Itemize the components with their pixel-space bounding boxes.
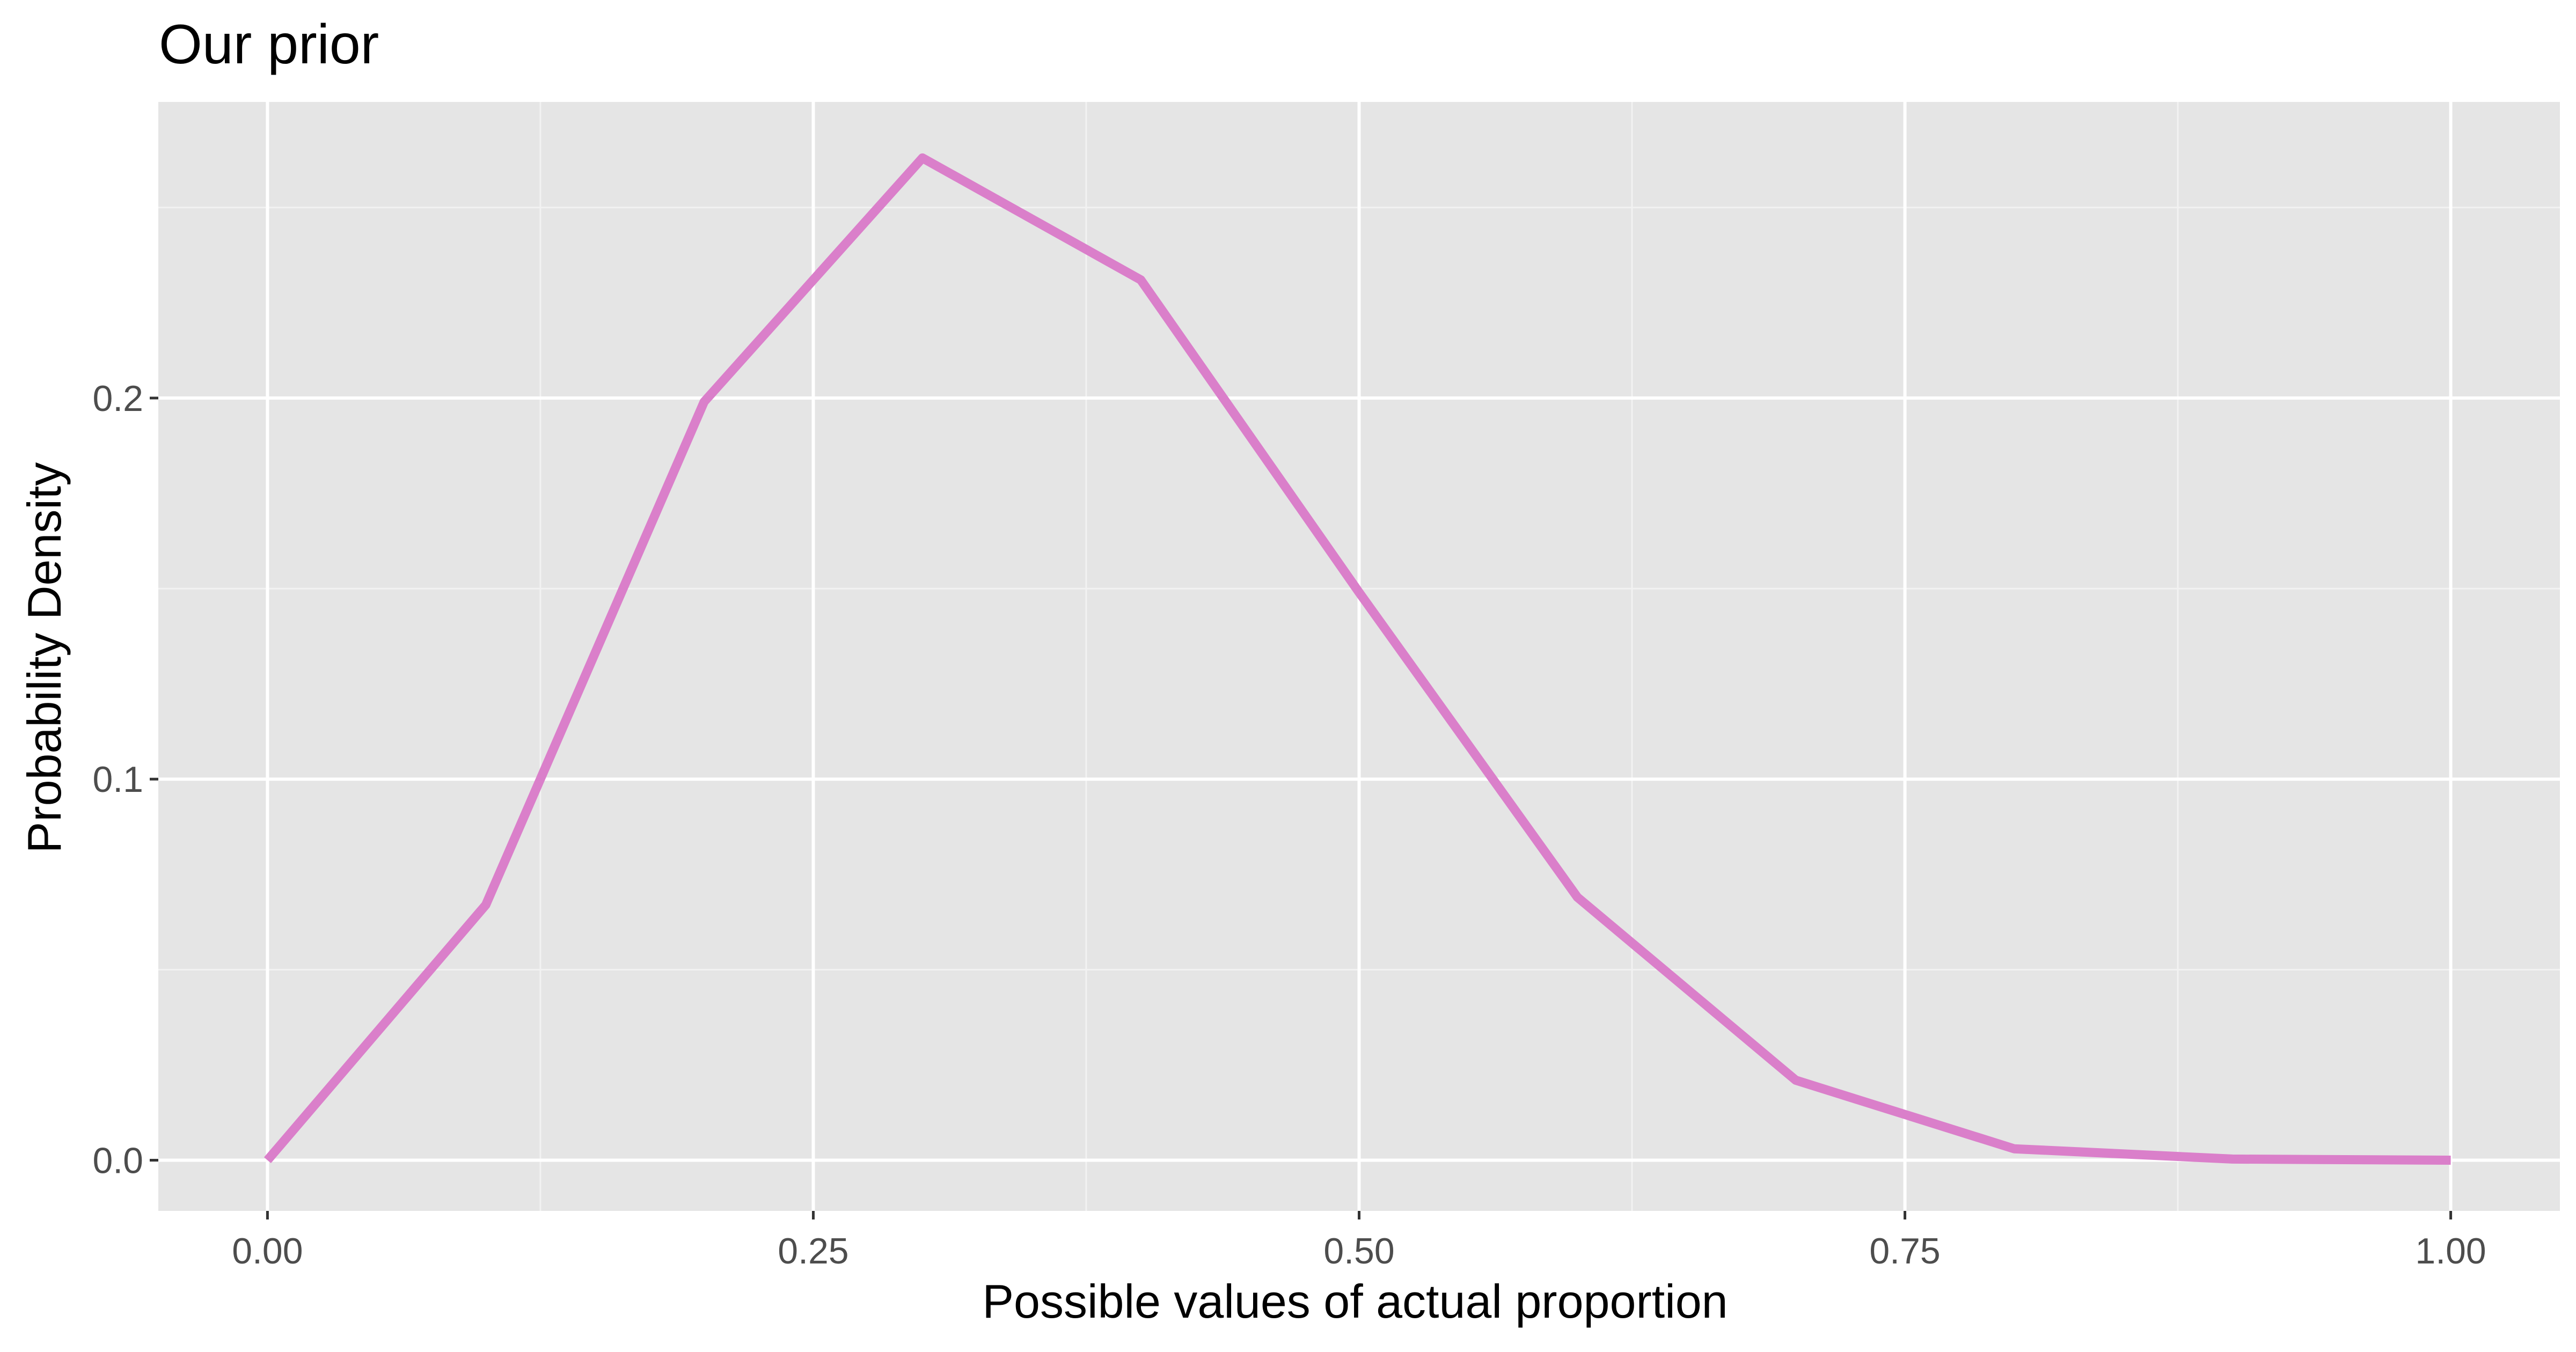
x-tick-label: 0.50: [1323, 1231, 1394, 1272]
x-tick-label: 0.75: [1869, 1231, 1940, 1272]
x-axis-ticks: 0.00 0.25 0.50 0.75 1.00: [232, 1211, 2486, 1272]
x-tick-label: 0.00: [232, 1231, 303, 1272]
x-tick-label: 0.25: [778, 1231, 848, 1272]
y-tick-label: 0.2: [92, 378, 143, 419]
y-tick-label: 0.1: [92, 759, 143, 800]
chart-title: Our prior: [159, 13, 379, 76]
major-gridlines: [158, 102, 2560, 1211]
y-axis-title: Probability Density: [18, 462, 71, 854]
x-axis-title: Possible values of actual proportion: [982, 1275, 1728, 1328]
y-tick-label: 0.0: [92, 1141, 143, 1181]
series-layer: [264, 153, 2451, 1165]
x-tick-label: 1.00: [2415, 1231, 2486, 1272]
series-line-0: [264, 153, 2451, 1165]
y-axis-ticks: 0.0 0.1 0.2: [92, 378, 158, 1181]
